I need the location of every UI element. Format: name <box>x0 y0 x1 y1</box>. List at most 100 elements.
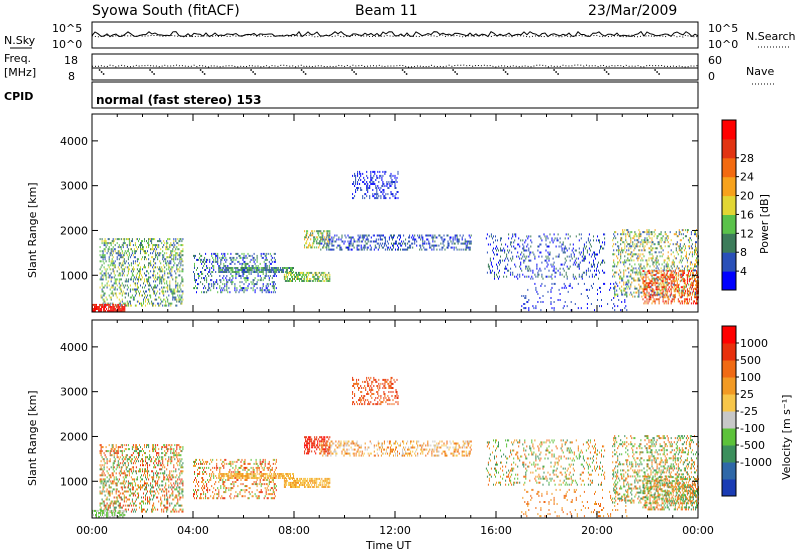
echo-cell <box>236 257 237 259</box>
echo-cell <box>378 195 379 197</box>
echo-cell <box>255 289 256 291</box>
echo-cell <box>530 239 531 241</box>
echo-cell <box>110 495 111 497</box>
echo-cell <box>662 292 663 294</box>
echo-cell <box>668 245 669 247</box>
echo-cell <box>306 246 307 248</box>
echo-cell <box>666 233 667 235</box>
echo-cell <box>431 237 432 239</box>
echo-cell <box>679 284 680 286</box>
nave-dropout-point <box>553 69 555 71</box>
echo-cell <box>181 303 182 305</box>
echo-cell <box>393 247 394 249</box>
echo-cell <box>115 452 116 454</box>
echo-cell <box>586 241 587 243</box>
echo-cell <box>504 272 505 274</box>
echo-cell <box>579 248 580 250</box>
echo-cell <box>658 259 659 261</box>
echo-cell <box>421 237 422 239</box>
cpid-value: normal (fast stereo) 153 <box>96 93 262 107</box>
echo-cell <box>354 173 355 175</box>
echo-cell <box>275 291 276 293</box>
echo-cell <box>448 243 449 245</box>
echo-cell <box>671 288 672 290</box>
echo-cell <box>229 279 230 281</box>
echo-cell <box>103 478 104 480</box>
echo-cell <box>138 301 139 303</box>
echo-cell <box>154 270 155 272</box>
echo-cell <box>655 259 656 261</box>
echo-cell <box>233 259 234 261</box>
echo-cell <box>159 297 160 299</box>
echo-cell <box>305 242 306 244</box>
echo-cell <box>143 303 144 305</box>
echo-cell <box>104 287 105 289</box>
echo-cell <box>235 269 236 271</box>
echo-cell <box>354 195 355 197</box>
echo-cell <box>212 265 213 267</box>
echo-cell <box>687 282 688 284</box>
echo-cell <box>363 247 364 249</box>
echo-cell <box>143 250 144 252</box>
echo-cell <box>414 239 415 241</box>
echo-cell <box>349 245 350 247</box>
echo-cell <box>664 276 665 278</box>
echo-cell <box>696 290 697 292</box>
echo-cell <box>644 276 645 278</box>
echo-cell <box>369 195 370 197</box>
echo-cell <box>564 283 565 285</box>
echo-cell <box>164 305 165 307</box>
echo-cell <box>669 257 670 259</box>
echo-cell <box>668 241 669 243</box>
echo-cell <box>328 278 329 280</box>
echo-cell <box>196 259 197 261</box>
echo-cell <box>274 261 275 263</box>
echo-cell <box>586 289 587 291</box>
echo-cell <box>265 263 266 265</box>
echo-cell <box>110 493 111 495</box>
echo-cell <box>269 269 270 271</box>
echo-cell <box>148 264 149 266</box>
echo-cell <box>527 244 528 246</box>
echo-cell <box>496 264 497 266</box>
echo-cell <box>493 248 494 250</box>
echo-cell <box>656 278 657 280</box>
echo-cell <box>557 237 558 239</box>
echo-cell <box>656 247 657 249</box>
echo-cell <box>164 274 165 276</box>
echo-cell <box>306 242 307 244</box>
echo-cell <box>560 299 561 301</box>
echo-cell <box>511 241 512 243</box>
echo-cell <box>379 189 380 191</box>
echo-cell <box>680 296 681 298</box>
echo-cell <box>681 233 682 235</box>
echo-cell <box>652 247 653 249</box>
echo-cell <box>220 281 221 283</box>
echo-cell <box>230 253 231 255</box>
echo-cell <box>221 271 222 273</box>
echo-cell <box>661 280 662 282</box>
echo-cell <box>677 286 678 288</box>
echo-cell <box>692 247 693 249</box>
echo-cell <box>632 255 633 257</box>
echo-cell <box>647 259 648 261</box>
echo-cell <box>613 274 614 276</box>
echo-cell <box>465 243 466 245</box>
echo-cell <box>148 262 149 264</box>
echo-cell <box>169 280 170 282</box>
echo-cell <box>230 259 231 261</box>
echo-cell <box>150 248 151 250</box>
echo-cell <box>549 258 550 260</box>
echo-cell <box>101 450 102 452</box>
echo-cell <box>454 243 455 245</box>
echo-cell <box>337 245 338 247</box>
echo-cell <box>676 276 677 278</box>
echo-cell <box>304 230 305 232</box>
echo-cell <box>252 269 253 271</box>
echo-cell <box>247 269 248 271</box>
echo-cell <box>306 272 307 274</box>
echo-cell <box>220 261 221 263</box>
echo-cell <box>243 273 244 275</box>
colorbar-tick-label: 16 <box>740 208 754 221</box>
echo-cell <box>548 252 549 254</box>
